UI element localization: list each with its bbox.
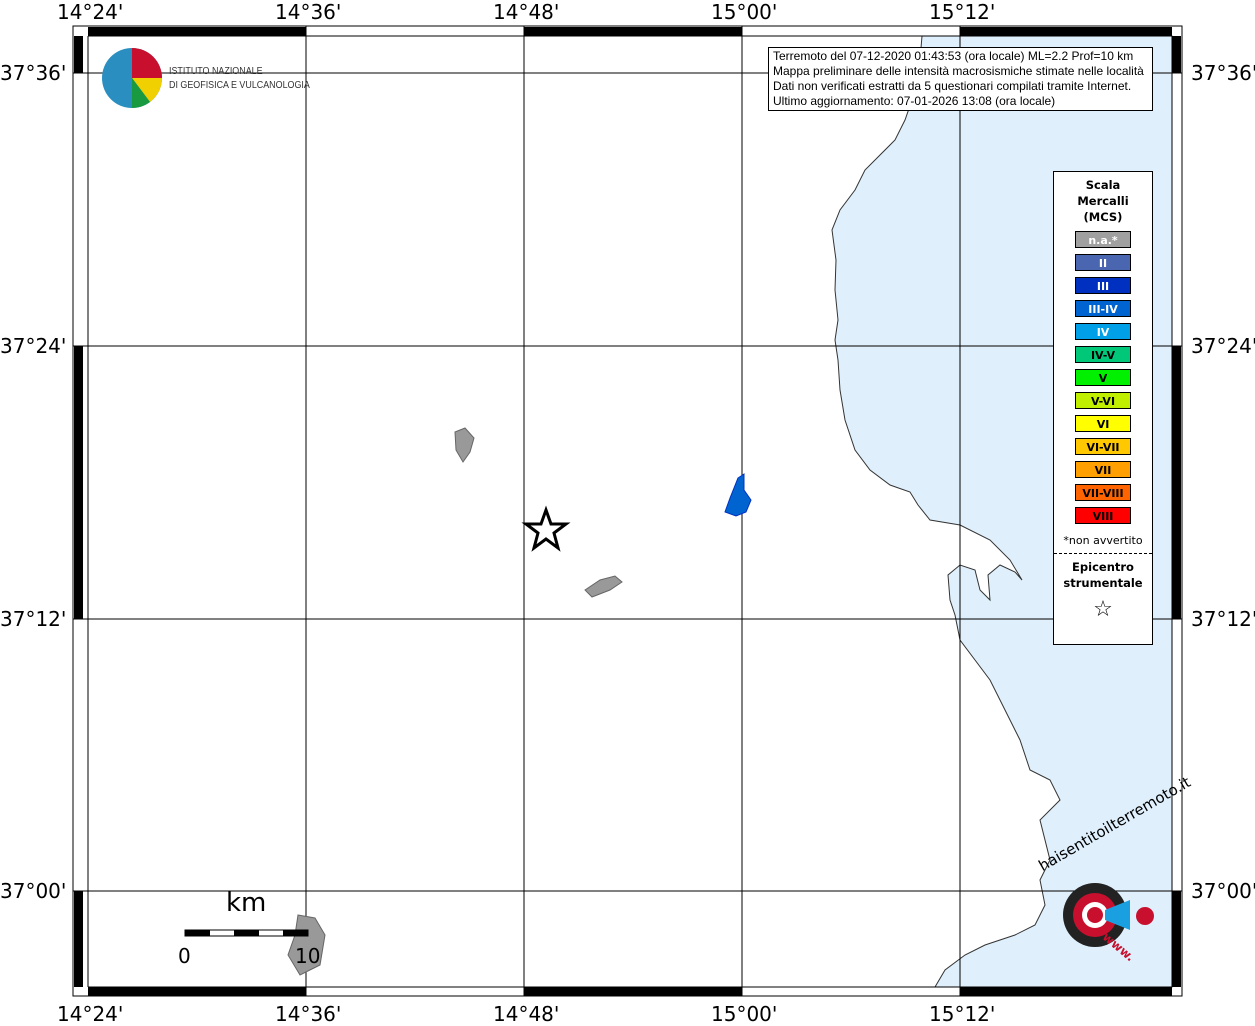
legend-swatch-vii: VII bbox=[1075, 461, 1131, 478]
lat-label-right: 37°00' bbox=[1191, 879, 1255, 903]
info-line: Mappa preliminare delle intensità macros… bbox=[773, 64, 1144, 78]
ingv-line2: DI GEOFISICA E VULCANOLOGIA bbox=[169, 79, 310, 91]
lat-label-right: 37°36' bbox=[1191, 61, 1255, 85]
legend-swatch-n-a-: n.a.* bbox=[1075, 231, 1131, 248]
ingv-logo-icon bbox=[102, 48, 162, 108]
lat-label-right: 37°24' bbox=[1191, 334, 1255, 358]
info-line: Dati non verificati estratti da 5 questi… bbox=[773, 79, 1132, 93]
epicenter-star-icon[interactable] bbox=[521, 505, 571, 552]
lon-label-bottom: 14°48' bbox=[493, 1002, 560, 1026]
lat-label-left: 37°24' bbox=[0, 334, 67, 358]
lon-label-top: 15°12' bbox=[929, 0, 996, 24]
lat-label-left: 37°36' bbox=[0, 61, 67, 85]
lat-label-left: 37°00' bbox=[0, 879, 67, 903]
scalebar bbox=[184, 929, 309, 937]
legend-divider bbox=[1054, 553, 1152, 554]
lat-label-left: 37°12' bbox=[0, 607, 67, 631]
legend-title: Scala Mercalli (MCS) bbox=[1054, 177, 1152, 225]
legend-swatch-iv-v: IV-V bbox=[1075, 346, 1131, 363]
legend-swatch-viii: VIII bbox=[1075, 507, 1131, 524]
lon-label-top: 14°36' bbox=[275, 0, 342, 24]
legend-swatch-iv: IV bbox=[1075, 323, 1131, 340]
island bbox=[584, 575, 623, 598]
legend-title-line: Mercalli bbox=[1077, 194, 1129, 208]
star-outline-icon: ☆ bbox=[1093, 597, 1113, 622]
scalebar-end: 10 bbox=[295, 944, 321, 968]
epicenter-title: strumentale bbox=[1063, 576, 1143, 590]
epicenter-title: Epicentro bbox=[1072, 560, 1134, 574]
legend-swatch-vi: VI bbox=[1075, 415, 1131, 432]
legend-title-line: Scala bbox=[1085, 178, 1121, 192]
legend-title-line: (MCS) bbox=[1083, 210, 1123, 224]
scalebar-start: 0 bbox=[178, 944, 191, 968]
legend-swatch-v: V bbox=[1075, 369, 1131, 386]
ingv-logo-text: ISTITUTO NAZIONALE DI GEOFISICA E VULCAN… bbox=[169, 64, 310, 92]
lon-label-top: 14°24' bbox=[57, 0, 124, 24]
event-info-box: Terremoto del 07-12-2020 01:43:53 (ora l… bbox=[768, 47, 1153, 111]
legend-swatch-vi-vii: VI-VII bbox=[1075, 438, 1131, 455]
lon-label-bottom: 14°24' bbox=[57, 1002, 124, 1026]
locality-intensity-marker[interactable] bbox=[724, 473, 752, 517]
legend-swatch-ii: II bbox=[1075, 254, 1131, 271]
info-line: Terremoto del 07-12-2020 01:43:53 (ora l… bbox=[773, 49, 1134, 63]
legend-swatch-v-vi: V-VI bbox=[1075, 392, 1131, 409]
scalebar-unit: km bbox=[226, 888, 267, 918]
haisentito-logo-icon bbox=[1063, 883, 1154, 947]
ingv-line1: ISTITUTO NAZIONALE bbox=[169, 65, 263, 77]
legend-swatch-iii-iv: III-IV bbox=[1075, 300, 1131, 317]
legend-note: *non avvertito bbox=[1063, 534, 1143, 547]
lat-label-right: 37°12' bbox=[1191, 607, 1255, 631]
lon-label-bottom: 15°00' bbox=[711, 1002, 778, 1026]
lon-label-bottom: 14°36' bbox=[275, 1002, 342, 1026]
lon-label-top: 14°48' bbox=[493, 0, 560, 24]
lon-label-bottom: 15°12' bbox=[929, 1002, 996, 1026]
legend-swatch-vii-viii: VII-VIII bbox=[1075, 484, 1131, 501]
legend-swatch-iii: III bbox=[1075, 277, 1131, 294]
mcs-legend: Scala Mercalli (MCS) n.a.* II III III-IV IV I… bbox=[1053, 171, 1153, 645]
map-border-ticks bbox=[74, 27, 1181, 996]
lon-label-top: 15°00' bbox=[711, 0, 778, 24]
island bbox=[454, 427, 475, 463]
info-line: Ultimo aggiornamento: 07-01-2026 13:08 (… bbox=[773, 94, 1056, 108]
